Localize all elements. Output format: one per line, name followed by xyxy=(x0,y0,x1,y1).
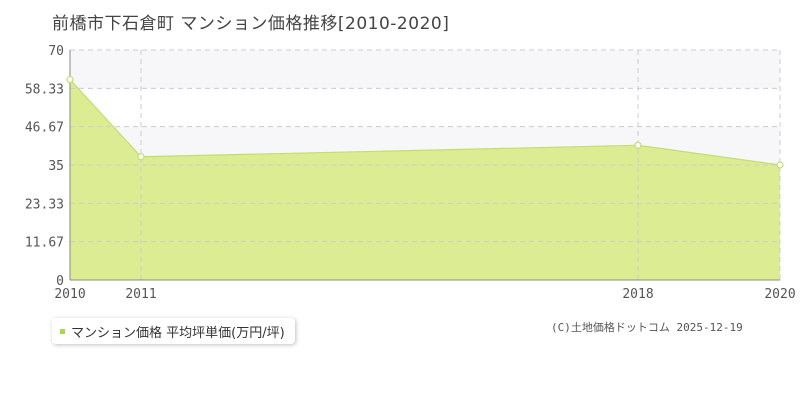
series-area-fill xyxy=(70,79,780,280)
legend-swatch xyxy=(60,328,65,334)
y-tick-label: 0 xyxy=(56,274,64,289)
chart-title: 前橋市下石倉町 マンション価格推移[2010-2020] xyxy=(52,14,450,34)
data-point xyxy=(634,141,642,149)
series-line xyxy=(69,79,781,166)
legend: マンション価格 平均坪単価(万円/坪) xyxy=(52,318,295,344)
y-tick-label: 11.67 xyxy=(25,236,64,251)
y-tick-label: 23.33 xyxy=(25,197,64,212)
x-tick-labels: 2010 2011 2018 2020 xyxy=(54,287,795,302)
legend-label: マンション価格 平均坪単価(万円/坪) xyxy=(71,325,285,341)
y-tick-label: 35 xyxy=(48,159,64,174)
copyright-text: (C)土地価格ドットコム 2025-12-19 xyxy=(551,321,743,334)
data-point xyxy=(66,75,74,84)
y-tick-label: 70 xyxy=(48,44,64,59)
data-point xyxy=(776,161,784,169)
data-point xyxy=(137,153,145,161)
x-tick-label: 2010 xyxy=(54,287,85,302)
y-tick-labels: 0 11.67 23.33 35 46.67 58.33 70 xyxy=(25,44,64,289)
data-points xyxy=(66,75,784,169)
x-tick-label: 2018 xyxy=(622,287,653,302)
y-tick-label: 58.33 xyxy=(25,82,64,97)
x-tick-label: 2011 xyxy=(125,287,156,302)
y-tick-label: 46.67 xyxy=(25,121,64,136)
grid-band xyxy=(70,50,780,89)
series-area xyxy=(69,79,781,280)
axes xyxy=(69,49,781,281)
x-tick-label: 2020 xyxy=(764,287,795,302)
